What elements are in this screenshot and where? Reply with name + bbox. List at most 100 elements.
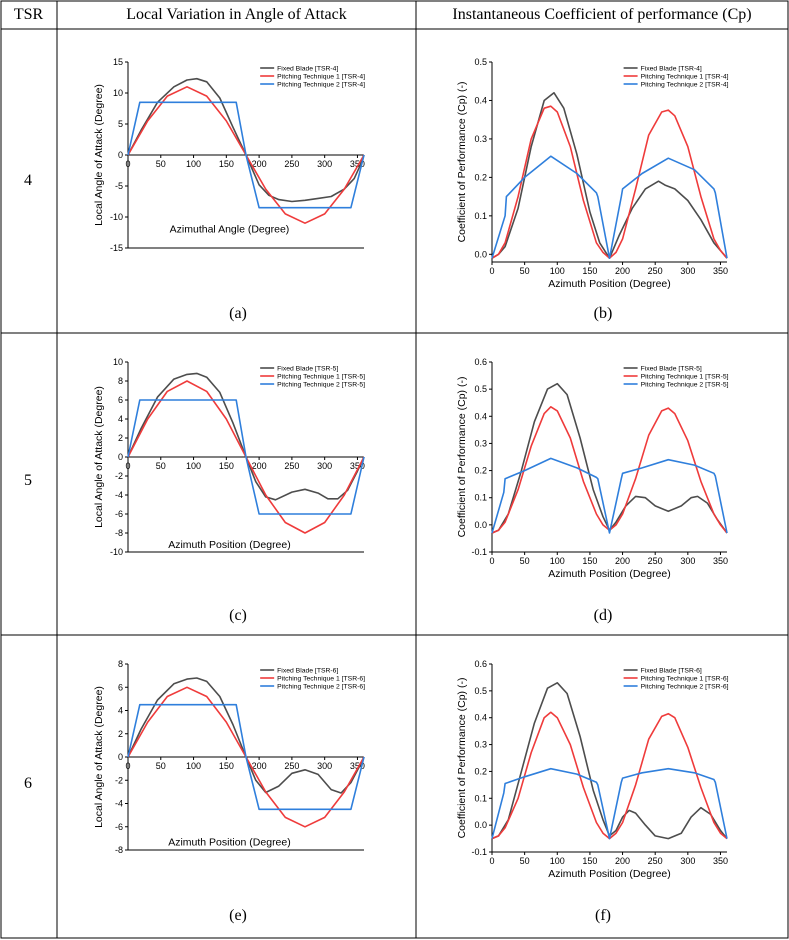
panel-label-e: (e) bbox=[229, 907, 247, 924]
chart-a-y-tick-label: 15 bbox=[113, 57, 123, 67]
chart-a-x-tick-label: 100 bbox=[186, 159, 201, 169]
chart-d-y-tick-label: 0.4 bbox=[474, 411, 487, 421]
chart-d-series-pitching-technique-2 bbox=[491, 457, 728, 534]
chart-c-y-tick-label: 4 bbox=[118, 414, 123, 424]
chart-b-x-axis-label: Azimuth Position (Degree) bbox=[548, 278, 671, 290]
chart-c-y-tick-label: -10 bbox=[110, 547, 123, 557]
chart-f-y-tick-label: 0.4 bbox=[474, 713, 487, 723]
chart-b-x-tick-label: 350 bbox=[713, 266, 728, 276]
chart-c-y-tick-label: 10 bbox=[113, 357, 123, 367]
chart-d-y-tick-label: 0.6 bbox=[474, 357, 487, 367]
chart-f-y-tick-label: 0.0 bbox=[474, 820, 487, 830]
chart-e-y-tick-label: 6 bbox=[118, 682, 123, 692]
header-angle: Local Variation in Angle of Attack bbox=[126, 6, 347, 23]
chart-a-x-tick-label: 300 bbox=[317, 159, 332, 169]
chart-b-series-pitching-technique-2 bbox=[491, 155, 728, 259]
chart-d-x-tick-label: 150 bbox=[582, 556, 597, 566]
chart-e-x-tick-label: 350 bbox=[350, 761, 365, 771]
chart-d-x-tick-label: 300 bbox=[680, 556, 695, 566]
chart-e-legend-label: Pitching Technique 1 [TSR-6] bbox=[277, 676, 365, 683]
chart-b-y-tick-label: 0.4 bbox=[474, 95, 487, 105]
chart-f-x-tick-label: 200 bbox=[615, 856, 630, 866]
chart-d-y-tick-label: -0.1 bbox=[471, 547, 487, 557]
chart-e-y-tick-label: -4 bbox=[115, 799, 123, 809]
chart-a-x-tick-label: 350 bbox=[350, 159, 365, 169]
chart-e-angle-of-attack-tsr6: 0 50 100 150 200 250 300 350-8-6-4-202468Azimut… bbox=[93, 659, 365, 855]
chart-c-x-tick-label: 100 bbox=[186, 461, 201, 471]
chart-d-y-tick-label: 0.2 bbox=[474, 466, 487, 476]
chart-c-x-tick-label: 250 bbox=[284, 461, 299, 471]
chart-d-y-tick-label: 0.5 bbox=[474, 384, 487, 394]
chart-a-legend-label: Pitching Technique 1 [TSR-4] bbox=[277, 74, 365, 81]
chart-e-y-tick-label: 2 bbox=[118, 729, 123, 739]
chart-c-x-axis-label: Azimuth Position (Degree) bbox=[168, 539, 291, 551]
chart-e-y-tick-label: -8 bbox=[115, 845, 123, 855]
chart-c-x-tick-label: 300 bbox=[317, 461, 332, 471]
panel-label-a: (a) bbox=[229, 305, 247, 322]
chart-c-legend-label: Pitching Technique 1 [TSR-5] bbox=[277, 374, 365, 381]
chart-c-series-pitching-technique-2 bbox=[127, 399, 365, 515]
chart-e-x-tick-label: 0 bbox=[125, 761, 130, 771]
chart-c-x-tick-label: 200 bbox=[252, 461, 267, 471]
chart-b-legend-label: Fixed Blade [TSR-4] bbox=[641, 66, 702, 73]
chart-f-y-tick-label: 0.1 bbox=[474, 793, 487, 803]
chart-a-y-tick-label: -15 bbox=[110, 243, 123, 253]
chart-f-x-tick-label: 0 bbox=[489, 856, 494, 866]
chart-e-y-tick-label: 0 bbox=[118, 752, 123, 762]
chart-f-x-tick-label: 150 bbox=[582, 856, 597, 866]
chart-d-y-tick-label: 0.3 bbox=[474, 438, 487, 448]
panel-label-f: (f) bbox=[595, 907, 611, 924]
chart-c-y-tick-label: -6 bbox=[115, 509, 123, 519]
chart-e-legend-label: Fixed Blade [TSR-6] bbox=[277, 668, 338, 675]
chart-a-y-tick-label: -5 bbox=[115, 181, 123, 191]
chart-f-x-axis-label: Azimuth Position (Degree) bbox=[548, 868, 671, 880]
chart-b-x-tick-label: 300 bbox=[680, 266, 695, 276]
chart-c-x-tick-label: 150 bbox=[219, 461, 234, 471]
chart-a-y-tick-label: 5 bbox=[118, 119, 123, 129]
chart-c-legend-label: Pitching Technique 2 [TSR-5] bbox=[277, 382, 365, 389]
chart-f-series-pitching-technique-2 bbox=[491, 767, 728, 840]
chart-f-legend-label: Fixed Blade [TSR-6] bbox=[641, 668, 702, 675]
chart-b-y-tick-label: 0.5 bbox=[474, 57, 487, 67]
chart-c-y-tick-label: -2 bbox=[115, 471, 123, 481]
chart-c-y-tick-label: 0 bbox=[118, 452, 123, 462]
panel-label-b: (b) bbox=[593, 305, 613, 322]
chart-e-x-tick-label: 150 bbox=[219, 761, 234, 771]
chart-d-legend-label: Pitching Technique 2 [TSR-5] bbox=[641, 382, 729, 389]
chart-c-y-tick-label: 8 bbox=[118, 376, 123, 386]
chart-f-y-axis-label: Coefficient of Performance (Cp) (-) bbox=[456, 678, 468, 839]
chart-b-y-tick-label: 0.2 bbox=[474, 172, 487, 182]
chart-e-x-tick-label: 300 bbox=[317, 761, 332, 771]
chart-e-y-tick-label: -6 bbox=[115, 822, 123, 832]
chart-d-x-tick-label: 350 bbox=[713, 556, 728, 566]
chart-b-cp-tsr4: 0 50 100 150 200 250 300 350 0.0 0.1 0.2 0.3 0.4 0.5 A… bbox=[456, 57, 729, 290]
chart-d-x-axis-label: Azimuth Position (Degree) bbox=[548, 568, 671, 580]
chart-c-y-tick-label: 6 bbox=[118, 395, 123, 405]
chart-d-series-fixed-blade bbox=[491, 382, 728, 534]
panel-label-d: (d) bbox=[593, 607, 613, 624]
chart-f-cp-tsr6: 0 50 100 150 200 250 300 350 -0.1 0.0 0.1 0.2 0.3 0.4… bbox=[456, 659, 729, 880]
chart-b-y-tick-label: 0.0 bbox=[474, 249, 487, 259]
chart-f-x-tick-label: 350 bbox=[713, 856, 728, 866]
chart-a-y-tick-label: 0 bbox=[118, 150, 123, 160]
chart-f-x-tick-label: 300 bbox=[680, 856, 695, 866]
header-tsr: TSR bbox=[13, 6, 44, 23]
tsr-value-row2: 5 bbox=[24, 472, 32, 489]
chart-f-y-tick-label: 0.5 bbox=[474, 686, 487, 696]
chart-e-x-axis-label: Azimuth Position (Degree) bbox=[168, 836, 291, 848]
chart-a-x-tick-label: 250 bbox=[284, 159, 299, 169]
chart-a-series-pitching-technique-2 bbox=[127, 101, 365, 209]
chart-a-y-axis-label: Local Angle of Attack (Degree) bbox=[93, 84, 105, 226]
chart-f-y-tick-label: 0.6 bbox=[474, 659, 487, 669]
chart-c-y-tick-label: -8 bbox=[115, 528, 123, 538]
chart-a-series-fixed-blade bbox=[127, 77, 365, 203]
chart-b-x-tick-label: 150 bbox=[582, 266, 597, 276]
chart-c-y-tick-label: 2 bbox=[118, 433, 123, 443]
chart-c-series-fixed-blade bbox=[127, 372, 365, 501]
chart-d-x-tick-label: 50 bbox=[520, 556, 530, 566]
chart-b-legend-label: Pitching Technique 2 [TSR-4] bbox=[641, 82, 729, 89]
chart-c-legend-label: Fixed Blade [TSR-5] bbox=[277, 366, 338, 373]
chart-a-y-tick-label: 10 bbox=[113, 88, 123, 98]
chart-f-y-tick-label: -0.1 bbox=[471, 847, 487, 857]
